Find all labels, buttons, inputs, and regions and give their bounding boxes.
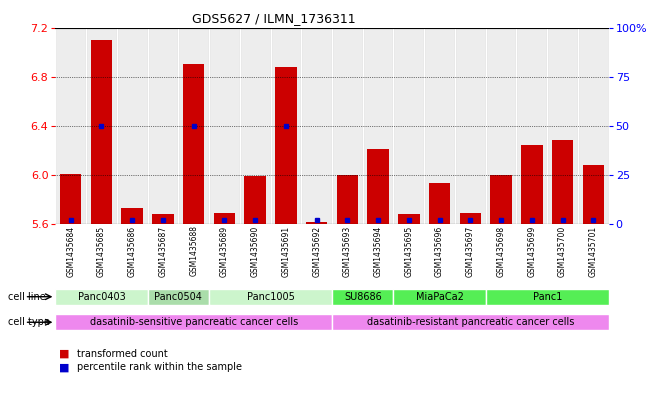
Bar: [214, 213, 235, 224]
Bar: [455, 28, 486, 224]
Bar: [460, 213, 481, 224]
Bar: [367, 149, 389, 224]
Bar: [55, 289, 148, 305]
Text: Panc1005: Panc1005: [247, 292, 294, 302]
Text: percentile rank within the sample: percentile rank within the sample: [77, 362, 242, 373]
Bar: [490, 175, 512, 224]
Bar: [306, 222, 327, 224]
Text: Panc0504: Panc0504: [154, 292, 202, 302]
Bar: [209, 289, 332, 305]
Bar: [486, 28, 516, 224]
Bar: [178, 28, 209, 224]
Bar: [122, 208, 143, 224]
Bar: [552, 141, 574, 224]
Bar: [152, 214, 174, 224]
Bar: [271, 28, 301, 224]
Text: ■: ■: [59, 362, 69, 373]
Text: Panc0403: Panc0403: [77, 292, 126, 302]
Bar: [516, 28, 547, 224]
Bar: [486, 289, 609, 305]
Text: dasatinib-resistant pancreatic cancer cells: dasatinib-resistant pancreatic cancer ce…: [367, 317, 574, 327]
Bar: [301, 28, 332, 224]
Bar: [429, 184, 450, 224]
Bar: [583, 165, 604, 224]
Bar: [521, 145, 542, 224]
Bar: [117, 28, 148, 224]
Bar: [86, 28, 117, 224]
Bar: [275, 67, 297, 224]
Bar: [547, 28, 578, 224]
Bar: [240, 28, 271, 224]
Bar: [337, 175, 358, 224]
Bar: [393, 289, 486, 305]
Text: cell line: cell line: [8, 292, 46, 302]
Bar: [90, 40, 112, 224]
Text: ■: ■: [59, 349, 69, 359]
Bar: [578, 28, 609, 224]
Bar: [398, 214, 420, 224]
Bar: [60, 174, 81, 224]
Text: GDS5627 / ILMN_1736311: GDS5627 / ILMN_1736311: [191, 12, 355, 25]
Bar: [209, 28, 240, 224]
Bar: [332, 289, 393, 305]
Bar: [183, 64, 204, 224]
Bar: [148, 289, 209, 305]
Text: Panc1: Panc1: [533, 292, 562, 302]
Bar: [424, 28, 455, 224]
Text: cell type: cell type: [8, 317, 49, 327]
Bar: [332, 314, 609, 330]
Bar: [55, 28, 86, 224]
Text: SU8686: SU8686: [344, 292, 381, 302]
Bar: [332, 28, 363, 224]
Bar: [393, 28, 424, 224]
Text: MiaPaCa2: MiaPaCa2: [416, 292, 464, 302]
Bar: [363, 28, 393, 224]
Bar: [244, 176, 266, 224]
Text: transformed count: transformed count: [77, 349, 167, 359]
Bar: [148, 28, 178, 224]
Bar: [55, 314, 332, 330]
Text: dasatinib-sensitive pancreatic cancer cells: dasatinib-sensitive pancreatic cancer ce…: [90, 317, 298, 327]
